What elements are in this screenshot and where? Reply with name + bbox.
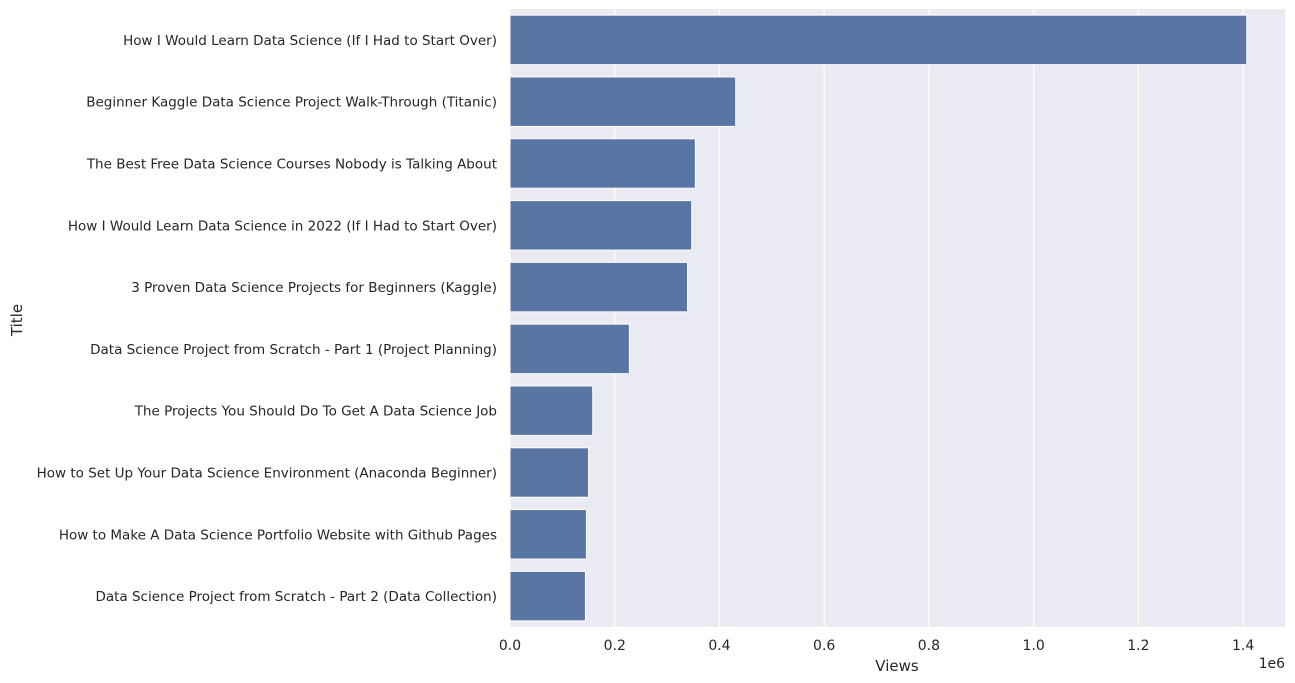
bars	[509, 14, 1248, 622]
x-tick-label: 1.4	[1232, 638, 1254, 654]
y-tick-label: The Best Free Data Science Courses Nobod…	[86, 157, 497, 173]
y-tick-label: How I Would Learn Data Science in 2022 (…	[68, 218, 497, 234]
y-tick-label: How to Set Up Your Data Science Environm…	[37, 466, 497, 482]
bar	[509, 570, 586, 622]
bar	[509, 385, 594, 436]
bar	[509, 138, 696, 189]
y-tick-label: Beginner Kaggle Data Science Project Wal…	[86, 95, 497, 111]
x-tick-label: 0.8	[918, 638, 940, 654]
y-tick-label: How to Make A Data Science Portfolio Web…	[59, 527, 497, 543]
x-tick-label: 0.4	[708, 638, 730, 654]
y-tick-label: How I Would Learn Data Science (If I Had…	[123, 33, 497, 49]
bar	[509, 323, 630, 375]
x-tick-label: 0.6	[813, 638, 835, 654]
x-tick-label: 0.0	[499, 638, 521, 654]
x-tick-label: 1.0	[1023, 638, 1045, 654]
bar	[509, 261, 689, 313]
x-axis-offset-label: 1e6	[1259, 656, 1286, 672]
y-tick-label: The Projects You Should Do To Get A Data…	[134, 404, 497, 420]
bar	[509, 447, 590, 498]
bar	[509, 200, 693, 251]
bar	[509, 509, 587, 560]
y-axis-label: Title	[8, 304, 26, 337]
y-tick-labels: How I Would Learn Data Science (If I Had…	[37, 33, 497, 605]
x-tick-label: 0.2	[604, 638, 626, 654]
bar	[509, 76, 737, 127]
bar	[509, 14, 1248, 66]
y-tick-label: Data Science Project from Scratch - Part…	[95, 589, 497, 605]
x-tick-labels: 0.0 0.2 0.4 0.6 0.8 1.0 1.2 1.4	[499, 638, 1254, 654]
y-tick-label: Data Science Project from Scratch - Part…	[90, 342, 497, 358]
x-axis-label: Views	[875, 657, 919, 675]
x-tick-label: 1.2	[1127, 638, 1149, 654]
y-tick-label: 3 Proven Data Science Projects for Begin…	[131, 280, 497, 296]
